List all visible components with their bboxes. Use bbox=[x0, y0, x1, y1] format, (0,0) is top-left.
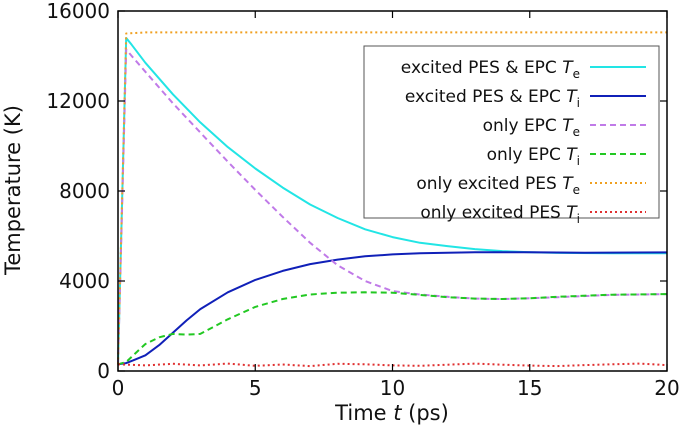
ticks-layer: 0 5 10 15 20 0 4000 8000 12000 16000 bbox=[46, 0, 679, 400]
series-layer bbox=[117, 31, 668, 368]
y-tick-label: 8000 bbox=[59, 179, 110, 203]
series-line-4 bbox=[117, 291, 668, 366]
y-axis-title: Temperature (K) bbox=[1, 105, 25, 276]
x-tick-label: 15 bbox=[517, 376, 542, 400]
series-line-6 bbox=[117, 362, 668, 368]
legend-label-4: only EPC Ti bbox=[487, 145, 580, 168]
x-tick-label: 0 bbox=[112, 376, 125, 400]
x-tick-label: 5 bbox=[249, 376, 262, 400]
legend-box bbox=[363, 45, 660, 219]
legend-label-6: only excited PES Ti bbox=[420, 203, 580, 226]
x-axis-title: Time t (ps) bbox=[334, 401, 449, 425]
legend-label-3: only EPC Te bbox=[483, 116, 580, 139]
x-tick-label: 20 bbox=[654, 376, 679, 400]
series-line-2 bbox=[117, 251, 668, 366]
y-tick-label: 12000 bbox=[46, 89, 110, 113]
legend: excited PES & EPC Te excited PES & EPC Ti… bbox=[363, 45, 660, 226]
y-tick-label: 0 bbox=[97, 359, 110, 383]
legend-label-5: only excited PES Te bbox=[416, 174, 580, 197]
legend-label-1: excited PES & EPC Te bbox=[401, 58, 580, 81]
x-tick-label: 10 bbox=[380, 376, 405, 400]
y-tick-label: 4000 bbox=[59, 269, 110, 293]
y-tick-label: 16000 bbox=[46, 0, 110, 23]
series-line-5 bbox=[117, 31, 667, 365]
legend-label-2: excited PES & EPC Ti bbox=[405, 87, 580, 110]
